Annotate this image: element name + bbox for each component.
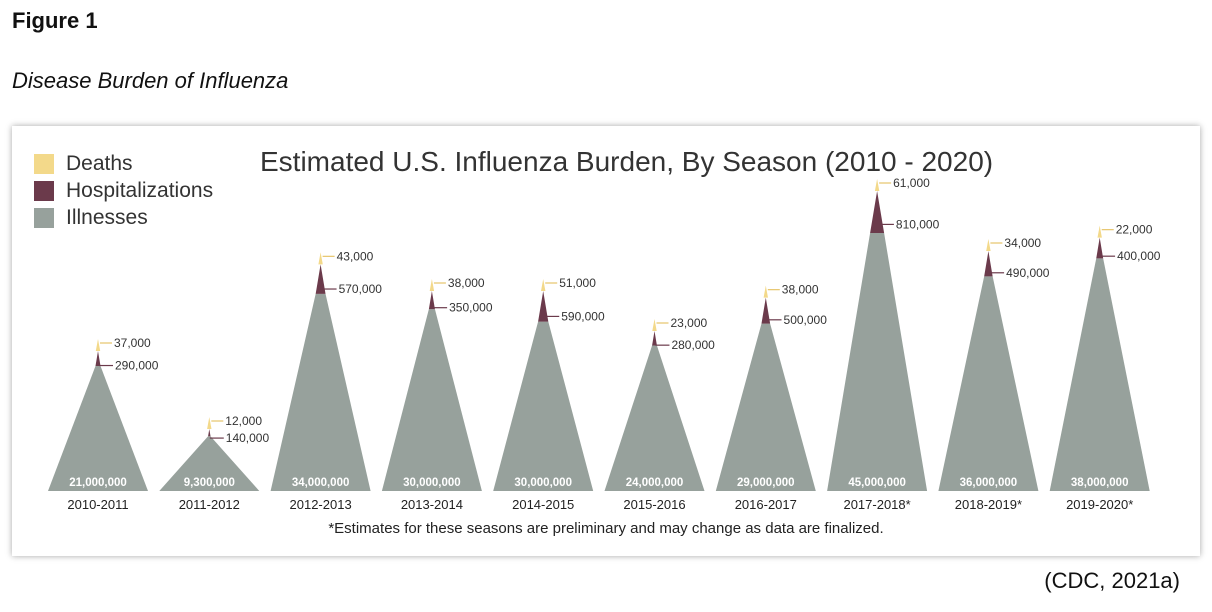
illnesses-mark [1049,258,1150,491]
deaths-value-label: 51,000 [559,276,596,290]
illnesses-value-label: 30,000,000 [403,477,461,489]
legend-item-hospitalizations: Hospitalizations [34,177,213,204]
season-label: 2015-2016 [623,497,685,512]
chart-title: Estimated U.S. Influenza Burden, By Seas… [260,146,994,177]
season-label: 2012-2013 [290,497,352,512]
legend-label-deaths: Deaths [66,151,133,175]
deaths-mark [652,319,657,331]
hospitalizations-value-label: 570,000 [339,282,383,296]
season-label: 2018-2019* [955,497,1022,512]
illnesses-value-label: 34,000,000 [292,477,350,489]
hospitalizations-value-label: 590,000 [561,309,605,323]
citation: (CDC, 2021a) [1044,568,1180,593]
season-label: 2010-2011 [67,497,128,512]
illnesses-value-label: 45,000,000 [848,477,906,489]
hospitalizations-mark [870,191,885,233]
deaths-value-label: 38,000 [448,276,485,290]
illnesses-value-label: 38,000,000 [1071,477,1129,489]
legend-swatch-illnesses [34,207,54,228]
influenza-burden-chart: 37,000 290,000 21,000,000 2010-2011 12,000 14… [48,176,1161,512]
deaths-mark [318,252,323,265]
deaths-mark [541,279,546,291]
legend-label-illnesses: Illnesses [66,205,148,229]
illnesses-value-label: 21,000,000 [69,477,127,489]
hospitalizations-mark [315,264,326,294]
illnesses-mark [381,309,482,491]
deaths-mark [1097,225,1102,238]
deaths-value-label: 61,000 [893,176,930,190]
deaths-mark [429,279,435,291]
illnesses-value-label: 24,000,000 [626,477,684,489]
hospitalizations-mark [538,291,549,322]
chart-footnote: *Estimates for these seasons are prelimi… [328,520,884,537]
deaths-value-label: 37,000 [114,336,151,350]
legend-label-hospitalizations: Hospitalizations [66,178,214,202]
deaths-mark [207,417,212,429]
hospitalizations-value-label: 400,000 [1117,249,1161,263]
deaths-mark [874,179,880,191]
illnesses-mark [48,366,148,491]
hospitalizations-mark [208,429,211,437]
chart-legend: Deaths Hospitalizations Illnesses [34,150,213,231]
illnesses-value-label: 9,300,000 [184,477,235,489]
hospitalizations-mark [984,251,993,277]
hospitalizations-value-label: 490,000 [1006,266,1050,280]
chart-card: 37,000 290,000 21,000,000 2010-2011 12,000 14… [12,126,1200,556]
illnesses-value-label: 36,000,000 [960,477,1018,489]
hospitalizations-value-label: 350,000 [449,301,493,315]
deaths-value-label: 22,000 [1116,223,1153,237]
season-label: 2014-2015 [512,497,574,512]
season-label: 2019-2020* [1066,497,1133,512]
hospitalizations-mark [652,331,657,346]
illnesses-mark [715,323,816,491]
deaths-value-label: 38,000 [782,283,819,297]
season-label: 2017-2018* [843,497,910,512]
hospitalizations-mark [761,297,771,324]
illnesses-mark [938,276,1039,491]
legend-swatch-hospitalizations [34,180,54,201]
deaths-value-label: 43,000 [337,249,374,263]
hospitalizations-value-label: 140,000 [226,431,270,445]
illnesses-mark [493,321,594,491]
deaths-value-label: 23,000 [671,316,708,330]
hospitalizations-mark [95,351,101,367]
illnesses-value-label: 29,000,000 [737,477,795,489]
hospitalizations-mark [428,291,435,310]
hospitalizations-value-label: 500,000 [784,313,828,327]
illnesses-value-label: 30,000,000 [514,477,572,489]
hospitalizations-value-label: 280,000 [671,338,715,352]
figure-title: Disease Burden of Influenza [12,68,289,93]
deaths-value-label: 12,000 [225,414,262,428]
deaths-mark [986,239,991,251]
hospitalizations-value-label: 290,000 [115,359,159,373]
season-label: 2016-2017 [735,497,797,512]
hospitalizations-mark [1096,237,1104,259]
deaths-mark [95,339,101,351]
illnesses-mark [270,293,371,491]
season-label: 2011-2012 [179,497,240,512]
illnesses-mark [827,233,928,491]
illnesses-mark [159,436,260,491]
legend-item-illnesses: Illnesses [34,204,213,231]
hospitalizations-value-label: 810,000 [896,217,940,231]
illnesses-mark [604,345,705,491]
deaths-mark [763,285,768,298]
season-label: 2013-2014 [401,497,463,512]
figure-label: Figure 1 [12,8,98,33]
deaths-value-label: 34,000 [1004,236,1041,250]
legend-item-deaths: Deaths [34,150,213,177]
legend-swatch-deaths [34,153,54,174]
